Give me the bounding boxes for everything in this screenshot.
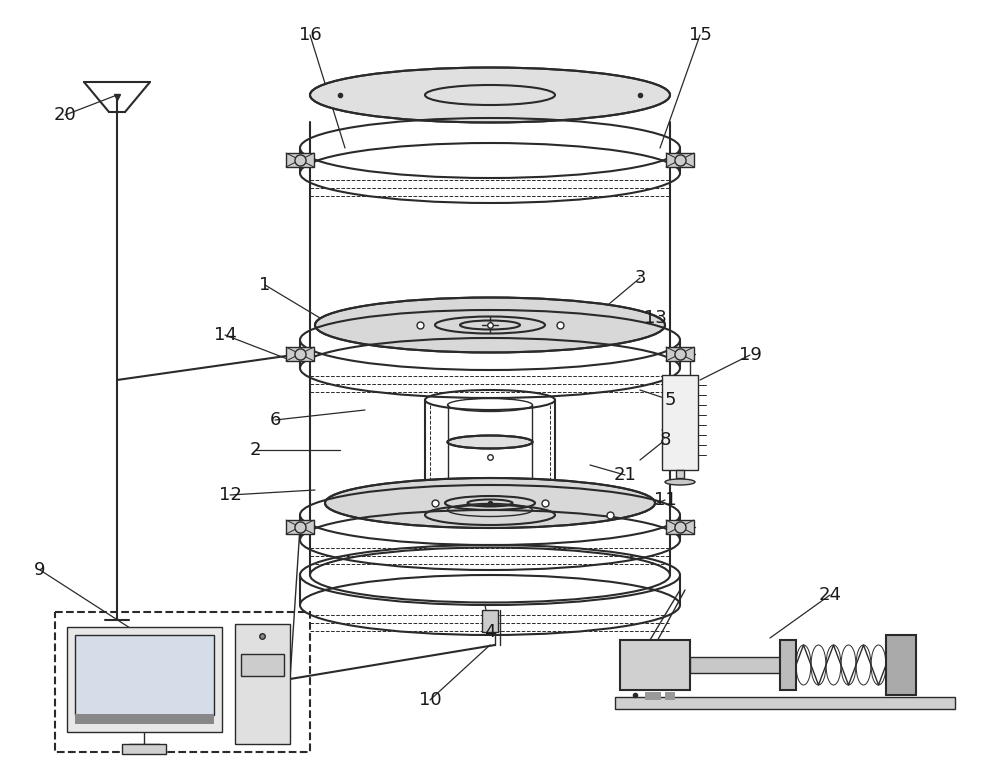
Bar [676, 470, 684, 478]
Bar [75, 635, 214, 715]
Bar [666, 520, 694, 534]
Bar [645, 692, 661, 700]
Text: 21: 21 [614, 466, 636, 484]
Bar [690, 657, 780, 673]
Bar [780, 640, 796, 690]
Text: 2: 2 [249, 441, 261, 459]
Text: 12: 12 [219, 486, 241, 504]
Bar [482, 610, 498, 632]
Bar [241, 654, 284, 676]
Bar [615, 697, 955, 709]
Text: 6: 6 [269, 411, 281, 429]
Bar [620, 640, 690, 690]
Bar [75, 714, 214, 724]
Ellipse shape [325, 478, 655, 528]
Text: 20: 20 [54, 106, 76, 124]
Bar [67, 627, 222, 732]
Bar [666, 153, 694, 167]
Text: 14: 14 [214, 326, 236, 344]
Text: 3: 3 [634, 269, 646, 287]
Bar [122, 744, 166, 754]
Bar [666, 347, 694, 361]
Text: 19: 19 [739, 346, 761, 364]
Ellipse shape [665, 479, 695, 485]
Bar [886, 635, 916, 695]
Ellipse shape [315, 298, 665, 352]
Ellipse shape [310, 67, 670, 122]
Text: 11: 11 [654, 491, 676, 509]
Text: 16: 16 [299, 26, 321, 44]
Bar [286, 520, 314, 534]
Ellipse shape [448, 435, 532, 448]
Bar [286, 153, 314, 167]
Text: 5: 5 [664, 391, 676, 409]
Bar [235, 624, 290, 744]
Text: 8: 8 [659, 431, 671, 449]
Text: 15: 15 [689, 26, 711, 44]
Text: 10: 10 [419, 691, 441, 709]
Bar [286, 347, 314, 361]
Bar [665, 692, 675, 700]
Text: 1: 1 [259, 276, 271, 294]
Bar [55, 612, 310, 752]
Text: 24: 24 [818, 586, 842, 604]
Text: 4: 4 [484, 623, 496, 641]
Bar [662, 375, 698, 470]
Text: 9: 9 [34, 561, 46, 579]
Text: 13: 13 [644, 309, 666, 327]
